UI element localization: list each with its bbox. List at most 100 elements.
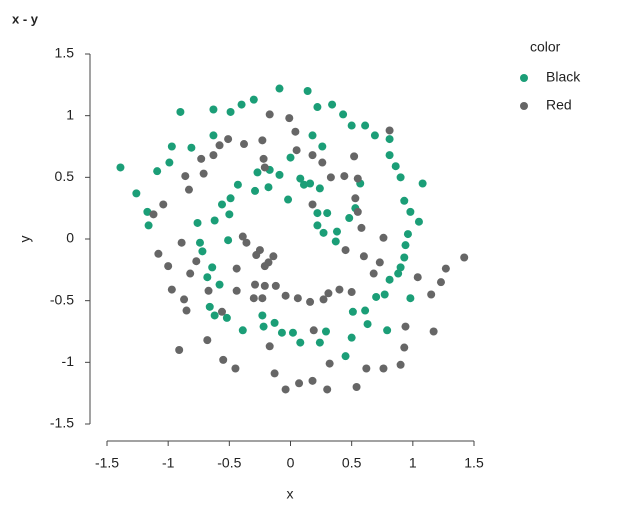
point: [217, 200, 226, 209]
x-tick-label: -1: [162, 455, 175, 471]
point: [341, 246, 350, 255]
point: [347, 288, 356, 297]
point: [383, 326, 392, 335]
point: [167, 285, 176, 294]
point: [176, 107, 185, 116]
point: [353, 207, 362, 216]
point: [328, 100, 337, 109]
point: [308, 200, 317, 209]
point: [340, 172, 349, 181]
point: [385, 126, 394, 135]
point: [249, 95, 258, 104]
point: [321, 327, 330, 336]
point: [270, 318, 279, 327]
point: [306, 179, 315, 188]
point: [396, 263, 405, 272]
point: [193, 218, 202, 227]
point: [182, 306, 191, 315]
y-tick-label: -1.5: [50, 415, 74, 431]
point: [251, 186, 260, 195]
point: [413, 273, 422, 282]
point: [226, 107, 235, 116]
point: [313, 209, 322, 218]
legend-swatch: [520, 74, 528, 82]
point: [353, 174, 362, 183]
point: [264, 183, 273, 192]
point: [165, 158, 174, 167]
point: [391, 162, 400, 171]
x-tick-label: -1.5: [95, 455, 119, 471]
point: [181, 172, 190, 181]
point: [259, 322, 268, 331]
point: [217, 307, 226, 316]
point: [351, 194, 360, 203]
point: [180, 295, 189, 304]
y-tick-label: 0: [66, 230, 74, 246]
point: [394, 269, 403, 278]
point: [260, 281, 269, 290]
point: [288, 328, 297, 337]
point: [296, 174, 305, 183]
point: [460, 253, 469, 262]
point: [237, 100, 246, 109]
point: [401, 322, 410, 331]
point: [345, 214, 354, 223]
point: [143, 207, 152, 216]
point: [318, 158, 327, 167]
point: [286, 153, 295, 162]
point: [210, 216, 219, 225]
y-tick-label: -0.5: [50, 291, 74, 307]
point: [379, 233, 388, 242]
point: [255, 246, 264, 255]
point: [258, 311, 267, 320]
point: [359, 252, 368, 261]
point: [331, 237, 340, 246]
point: [184, 185, 193, 194]
point: [265, 342, 274, 351]
x-tick-label: -0.5: [217, 455, 241, 471]
point: [315, 184, 324, 193]
point: [323, 209, 332, 218]
point: [242, 238, 251, 247]
point: [197, 154, 206, 163]
point: [308, 131, 317, 140]
point: [116, 163, 125, 172]
point: [401, 241, 410, 250]
point: [232, 286, 241, 295]
legend-label: Red: [546, 97, 572, 113]
point: [154, 249, 163, 258]
point: [258, 136, 267, 145]
point: [306, 297, 315, 306]
chart-title: x - y: [12, 11, 39, 26]
point: [224, 135, 233, 144]
point: [414, 217, 423, 226]
point: [308, 151, 317, 160]
point: [205, 302, 214, 311]
point: [281, 291, 290, 300]
x-tick-label: 1.5: [464, 455, 484, 471]
legend-label: Black: [546, 69, 581, 85]
point: [192, 257, 201, 266]
point: [361, 121, 370, 130]
point: [187, 143, 196, 152]
point: [285, 114, 294, 123]
point: [259, 154, 268, 163]
point: [251, 280, 260, 289]
point: [291, 127, 300, 136]
point: [323, 385, 332, 394]
point: [418, 179, 427, 188]
point: [379, 364, 388, 373]
point: [303, 87, 312, 95]
point: [295, 379, 304, 388]
point: [348, 307, 357, 316]
point: [318, 142, 327, 151]
point: [232, 264, 241, 273]
point: [258, 294, 267, 303]
point: [400, 253, 409, 262]
point: [238, 326, 247, 335]
point: [277, 328, 286, 337]
point: [264, 258, 273, 267]
point: [265, 110, 274, 119]
point: [198, 247, 207, 256]
